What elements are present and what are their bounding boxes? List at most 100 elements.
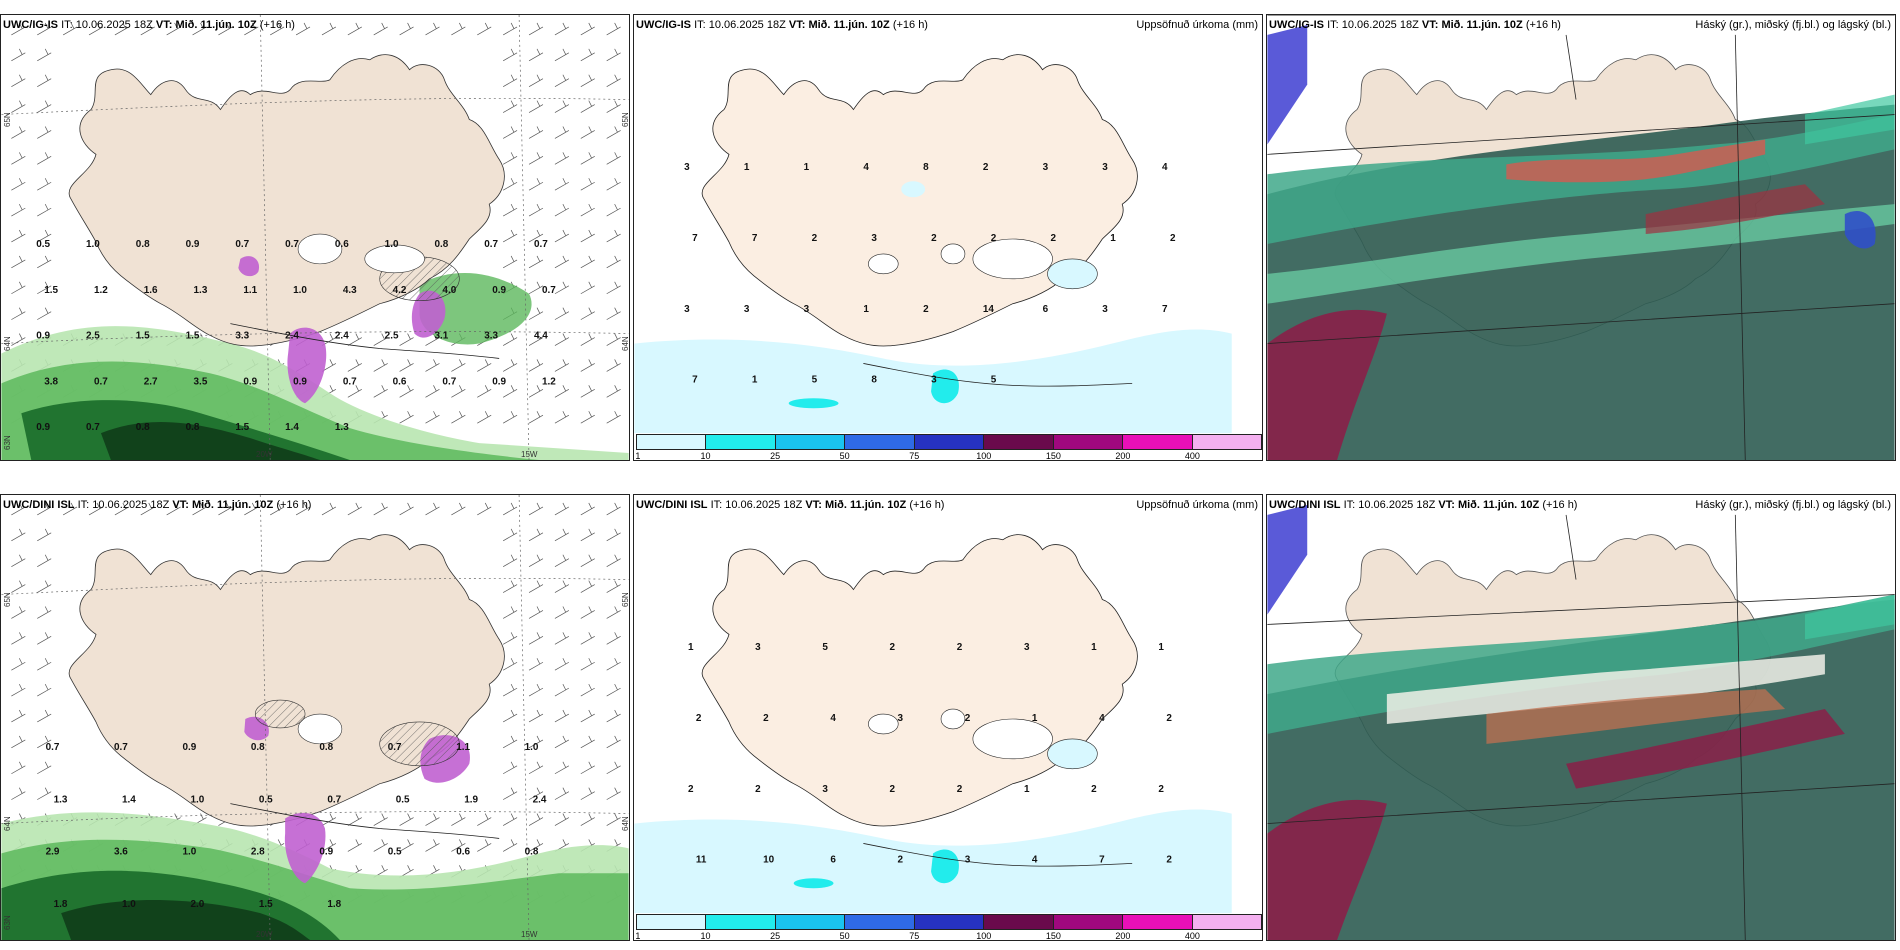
- precip-value-label: 2: [1158, 784, 1164, 795]
- wind-barb: [11, 203, 26, 217]
- wind-barb: [347, 813, 362, 826]
- precip-value-label: 0.8: [186, 422, 200, 433]
- precip-value-label: 7: [1162, 304, 1168, 315]
- wind-barb: [606, 606, 621, 619]
- wind-barb: [502, 126, 518, 139]
- wind-barb: [580, 580, 595, 593]
- lat-label-64: 64N: [3, 816, 12, 831]
- wind-barb: [477, 22, 492, 36]
- precip-value-label: 0.9: [293, 376, 307, 387]
- wind-barb: [554, 813, 570, 826]
- precip-value-label: 1.3: [54, 794, 68, 805]
- wind-barb: [37, 255, 52, 269]
- wind-barb: [37, 152, 52, 165]
- wind-barb: [606, 203, 621, 217]
- wind-barb: [554, 658, 570, 671]
- wind-barb: [580, 203, 595, 217]
- it-label: IT:: [1343, 499, 1356, 511]
- wind-barb: [347, 333, 362, 346]
- wind-panel-bottom: UWC/DINI ISL IT: 10.06.2025 18Z VT: Mið.…: [0, 494, 630, 941]
- precip-value-label: 3: [684, 162, 690, 173]
- precip-value-label: 2: [1170, 233, 1176, 244]
- precip-value-label: 2: [957, 784, 963, 795]
- wind-barb: [606, 307, 621, 320]
- wind-barb: [11, 126, 26, 139]
- precip-value-label: 1.3: [335, 422, 349, 433]
- precip-value-label: 0.9: [36, 422, 50, 433]
- precip-value-label: 0.5: [36, 239, 50, 250]
- wind-barb: [554, 580, 570, 593]
- wind-barb: [528, 787, 544, 800]
- legend-tick: 75: [909, 931, 920, 941]
- wind-barb: [554, 735, 570, 749]
- lat-label-65: 65N: [3, 112, 12, 127]
- precip-value-label: 3: [684, 304, 690, 315]
- precip-value-label: 0.7: [94, 376, 108, 387]
- precip-value-label: 0.7: [442, 376, 456, 387]
- wind-barb: [554, 787, 570, 800]
- legend-swatch: [984, 915, 1054, 929]
- wind-barb: [580, 658, 595, 671]
- legend-tick: 25: [770, 931, 781, 941]
- wind-barb: [37, 203, 52, 217]
- wind-barb: [11, 761, 26, 775]
- precip-value-label: 7: [752, 233, 758, 244]
- legend-tick: 75: [909, 451, 920, 461]
- precip-value-label: 2: [991, 233, 997, 244]
- legend-swatch: [914, 915, 985, 929]
- wind-barb: [528, 48, 544, 62]
- wind-barb: [606, 554, 621, 567]
- precip-value-label: 2.5: [86, 331, 100, 342]
- precip-value-label: 4.3: [343, 285, 357, 296]
- wind-barb: [37, 632, 52, 645]
- precip-value-label: 2.8: [251, 847, 265, 858]
- precip-value-label: 1.5: [44, 285, 58, 296]
- wind-barb: [580, 761, 595, 775]
- precip-value-label: 1.5: [235, 422, 249, 433]
- precip-value-label: 0.8: [525, 847, 539, 858]
- wind-barb: [580, 385, 595, 398]
- legend-swatch: [984, 435, 1054, 449]
- wind-barb: [528, 735, 544, 749]
- legend-tick: 10: [700, 451, 711, 461]
- cloud-panel-bottom: UWC/DINI ISL IT: 10.06.2025 18Z VT: Mið.…: [1266, 494, 1896, 941]
- precip-value-label: 2: [983, 162, 989, 173]
- precip-value-label: 4.4: [534, 331, 548, 342]
- wind-barb: [347, 839, 362, 852]
- wind-barb: [606, 74, 621, 87]
- wind-barb: [399, 839, 414, 852]
- wind-barb: [11, 735, 26, 749]
- wind-barb: [554, 307, 570, 320]
- wind-barb: [502, 606, 518, 619]
- precip-value-label: 0.7: [388, 742, 402, 753]
- precip-value-label: 3: [822, 784, 828, 795]
- wind-barb: [37, 735, 52, 749]
- precip-value-label: 14: [983, 304, 995, 315]
- precip-value-label: 0.8: [136, 239, 150, 250]
- wind-barb: [606, 281, 621, 295]
- precip-value-label: 3: [804, 304, 810, 315]
- lat-label-65-right: 65N: [621, 592, 630, 607]
- wind-barb: [606, 761, 621, 775]
- wind-barb: [477, 502, 492, 516]
- precip-value-label: 4: [863, 162, 869, 173]
- wind-barb: [580, 528, 595, 542]
- precip-value-label: 2.4: [335, 331, 349, 342]
- legend-tick: 25: [770, 451, 781, 461]
- panel-header: UWC/DINI ISL IT: 10.06.2025 18Z VT: Mið.…: [3, 499, 311, 511]
- wind-barb: [528, 683, 544, 697]
- wind-barb: [321, 22, 337, 36]
- wind-barb: [554, 606, 570, 619]
- wind-barb: [528, 152, 544, 165]
- precip-value-label: 0.7: [114, 742, 128, 753]
- wind-barb: [88, 22, 104, 36]
- lon-label-15w: 15W: [521, 450, 538, 459]
- wind-barb: [528, 554, 544, 567]
- wind-barb: [554, 126, 570, 139]
- precip-legend: 1 10 25 50 75 100 150 200 400: [634, 434, 1262, 461]
- wind-barb: [218, 22, 233, 36]
- cloud-title: Háský (gr.), miðský (fj.bl.) og lágský (…: [1695, 19, 1891, 31]
- wind-barb: [11, 787, 26, 800]
- wind-map: 0.5 1.0 0.8 0.9 0.7 0.7 0.6 1.0 0.8 0.7 0.7 1.5 1.2 1…: [1, 15, 629, 460]
- cloud-title: Háský (gr.), miðský (fj.bl.) og lágský (…: [1695, 499, 1891, 511]
